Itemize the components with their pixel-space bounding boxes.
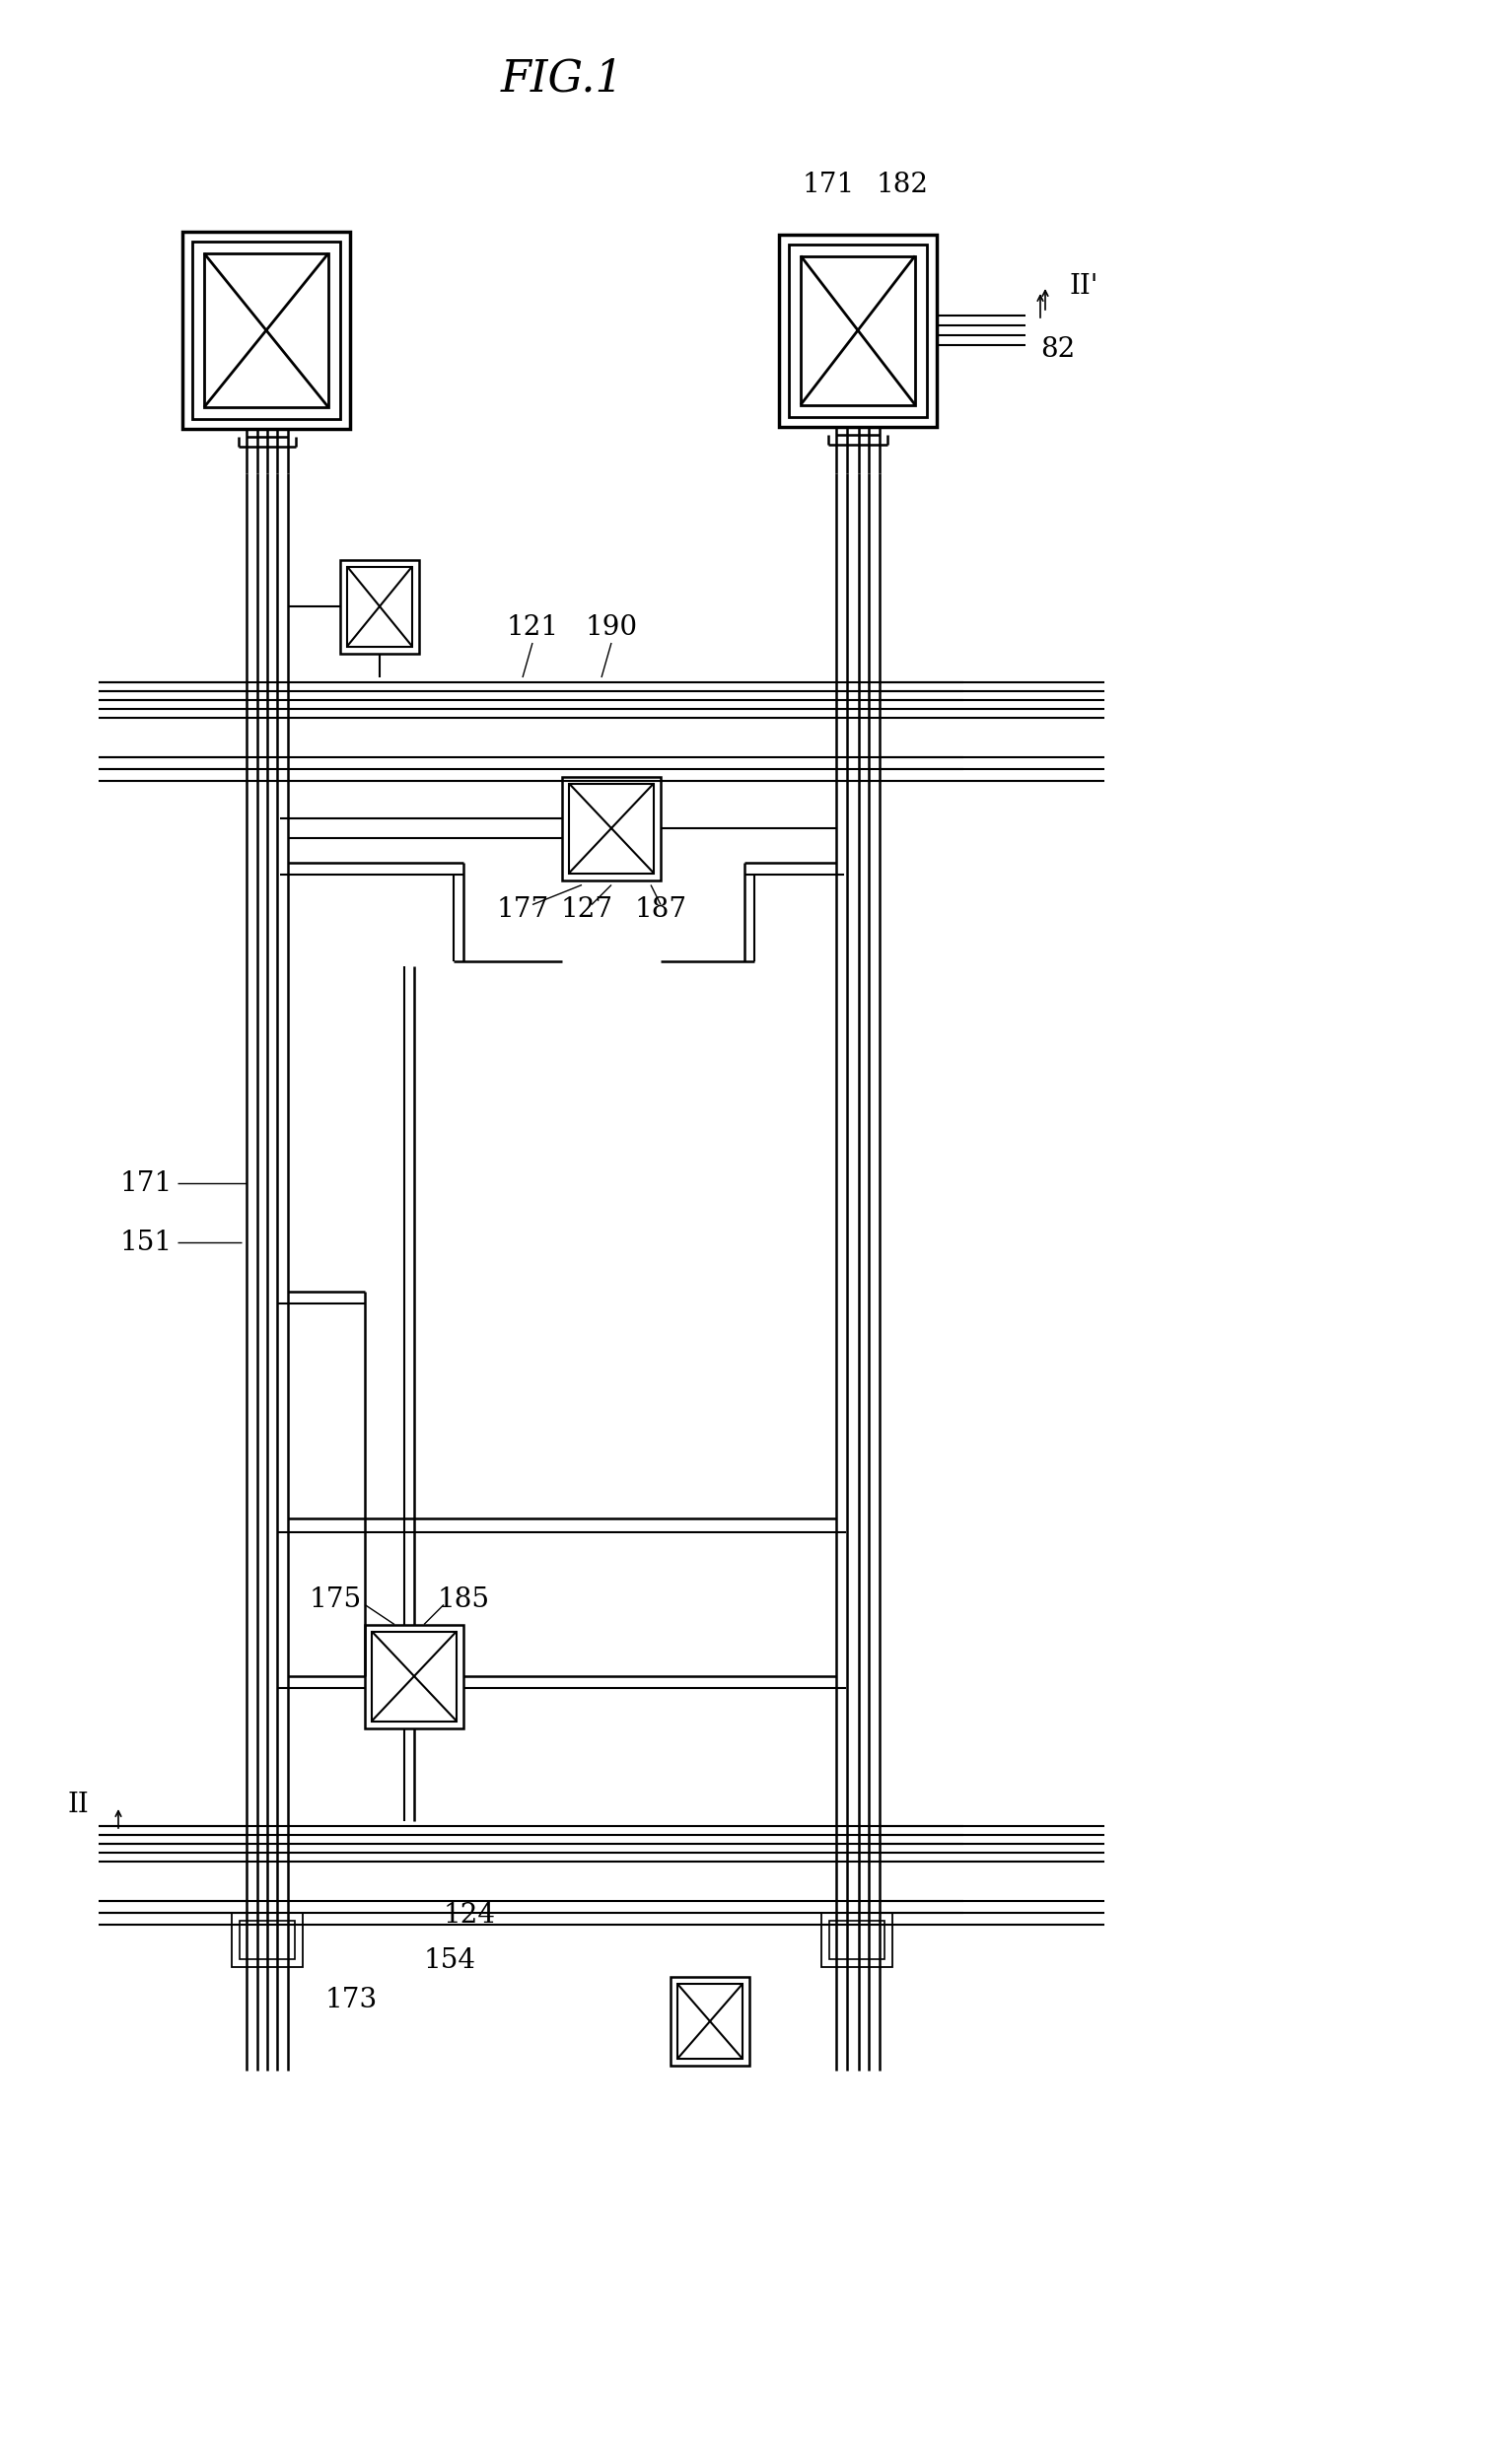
Bar bbox=[239, 1922, 294, 1959]
Text: 171: 171 bbox=[120, 1170, 172, 1198]
Text: 182: 182 bbox=[877, 172, 929, 197]
Text: FIG.1: FIG.1 bbox=[501, 57, 624, 101]
Bar bbox=[779, 234, 936, 426]
Text: 151: 151 bbox=[120, 1230, 172, 1257]
Bar bbox=[789, 244, 927, 416]
Text: 177: 177 bbox=[496, 897, 548, 924]
Text: II: II bbox=[67, 1791, 89, 1818]
Text: 82: 82 bbox=[1040, 338, 1074, 362]
Bar bbox=[801, 256, 915, 404]
Bar bbox=[340, 559, 419, 653]
Text: 154: 154 bbox=[424, 1947, 477, 1974]
Bar bbox=[348, 567, 412, 646]
Bar bbox=[569, 784, 654, 872]
Text: 124: 124 bbox=[444, 1902, 496, 1929]
Text: 187: 187 bbox=[635, 897, 687, 924]
Bar bbox=[204, 254, 328, 407]
Bar bbox=[372, 1631, 456, 1720]
Text: 190: 190 bbox=[585, 614, 637, 641]
Bar bbox=[232, 1912, 303, 1966]
Text: II': II' bbox=[1070, 274, 1098, 298]
Bar bbox=[562, 776, 661, 880]
Text: 127: 127 bbox=[560, 897, 612, 924]
Bar bbox=[678, 1984, 743, 2060]
Text: 173: 173 bbox=[325, 1986, 377, 2013]
Bar bbox=[670, 1976, 749, 2065]
Text: 185: 185 bbox=[437, 1587, 489, 1614]
Text: 121: 121 bbox=[507, 614, 559, 641]
Bar bbox=[822, 1912, 893, 1966]
Bar bbox=[829, 1922, 884, 1959]
Bar bbox=[183, 232, 351, 429]
Text: 175: 175 bbox=[309, 1587, 361, 1614]
Bar bbox=[366, 1624, 464, 1727]
Text: 171: 171 bbox=[802, 172, 854, 197]
Bar bbox=[192, 241, 340, 419]
